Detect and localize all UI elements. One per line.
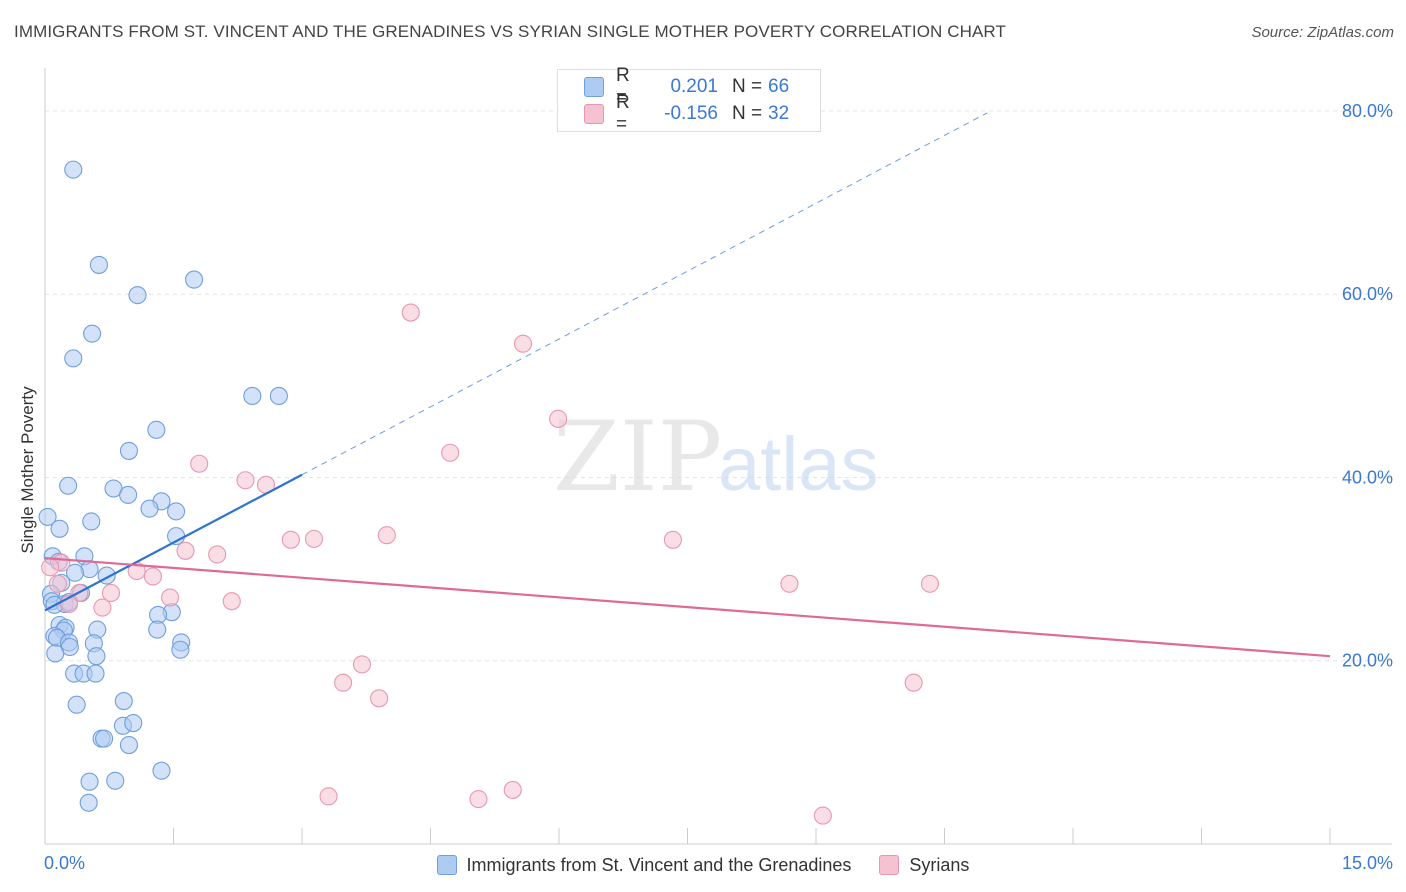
syrian-point	[370, 689, 389, 708]
x-tick-label: 15.0%	[1342, 853, 1393, 873]
legend-item-syrians: Syrians	[879, 855, 969, 876]
legend-row-syrians: R = -0.156 N = 32	[584, 92, 790, 135]
immigrant-point	[87, 647, 106, 666]
immigrant-point	[50, 519, 69, 538]
legend-label-immigrants: Immigrants from St. Vincent and the Gren…	[466, 854, 852, 875]
chart-title: IMMIGRANTS FROM ST. VINCENT AND THE GREN…	[14, 22, 1006, 41]
r-label: R =	[616, 92, 630, 135]
syrian-point	[41, 558, 60, 577]
immigrant-point	[64, 349, 83, 368]
series-legend: Immigrants from St. Vincent and the Gren…	[0, 852, 1406, 878]
immigrant-point	[64, 160, 83, 179]
watermark-zip: ZIP	[553, 401, 722, 513]
immigrant-point	[89, 255, 109, 274]
immigrant-point	[152, 761, 171, 780]
r-value: -0.156	[664, 103, 718, 124]
n-value: 66	[768, 76, 790, 97]
immigrant-point	[128, 286, 147, 305]
immigrant-point	[80, 772, 99, 791]
blue-swatch	[436, 855, 457, 875]
immigrant-point	[124, 714, 143, 733]
immigrant-point	[82, 512, 101, 531]
syrian-point	[208, 545, 227, 564]
immigrant-point	[95, 729, 114, 748]
x-tick-label: 0.0%	[44, 853, 85, 873]
syrian-point	[813, 806, 832, 825]
legend-item-immigrants: Immigrants from St. Vincent and the Gren…	[436, 854, 852, 876]
syrian-point	[441, 443, 460, 462]
n-label: N =	[732, 103, 763, 124]
source-credit: Source: ZipAtlas.com	[1251, 24, 1394, 41]
immigrants-trend-extension	[301, 112, 988, 476]
immigrant-point	[119, 441, 139, 460]
y-axis-label-container: Single Mother Poverty	[16, 290, 40, 650]
syrian-point	[48, 574, 67, 593]
y-axis-label: Single Mother Poverty	[18, 386, 37, 554]
pink-swatch	[879, 855, 900, 875]
immigrant-point	[185, 270, 204, 289]
y-tick-label: 20.0%	[1342, 651, 1393, 671]
y-tick-label: 40.0%	[1342, 467, 1393, 487]
syrian-point	[401, 303, 420, 322]
syrians-points	[41, 303, 939, 825]
syrian-point	[904, 673, 923, 692]
syrian-point	[503, 780, 522, 799]
r-label: R =	[616, 65, 630, 108]
syrian-point	[513, 334, 533, 353]
immigrant-point	[106, 771, 125, 790]
immigrant-point	[243, 386, 262, 405]
immigrant-point	[119, 485, 138, 504]
immigrant-point	[67, 695, 86, 714]
syrian-point	[780, 574, 799, 593]
immigrant-point	[79, 793, 98, 812]
immigrant-point	[147, 420, 166, 439]
syrian-point	[663, 530, 682, 549]
syrian-point	[920, 574, 939, 593]
syrian-point	[101, 583, 121, 602]
watermark-atlas: atlas	[718, 422, 879, 507]
syrian-point	[304, 529, 324, 548]
syrian-point	[93, 598, 112, 617]
syrian-point	[352, 655, 372, 674]
immigrant-point	[269, 386, 288, 405]
syrian-point	[549, 409, 568, 428]
legend-row-immigrants: R = 0.201 N = 66	[584, 65, 790, 108]
immigrant-point	[167, 502, 186, 521]
immigrant-point	[86, 664, 105, 683]
immigrant-point	[171, 640, 190, 659]
r-value: 0.201	[670, 76, 718, 97]
immigrant-point	[83, 324, 102, 343]
blue-swatch	[584, 77, 604, 97]
syrian-point	[281, 530, 300, 549]
pink-swatch	[584, 104, 604, 124]
syrian-point	[143, 567, 162, 586]
y-tick-label: 80.0%	[1342, 101, 1393, 121]
n-label: N =	[732, 76, 763, 97]
syrian-point	[319, 787, 338, 806]
syrian-point	[334, 673, 353, 692]
syrian-point	[176, 541, 195, 560]
immigrant-point	[119, 735, 139, 755]
immigrants-trend-line	[44, 473, 303, 612]
immigrant-point	[140, 499, 159, 518]
immigrant-point	[38, 507, 57, 526]
syrian-point	[377, 526, 396, 545]
y-tick-label: 60.0%	[1342, 284, 1393, 304]
immigrant-point	[46, 644, 65, 663]
immigrant-point	[148, 620, 167, 639]
legend-label-syrians: Syrians	[909, 854, 970, 875]
syrian-point	[236, 471, 255, 490]
syrian-point	[161, 588, 180, 607]
immigrant-point	[59, 476, 78, 495]
syrians-trend-line	[44, 557, 1331, 658]
syrian-point	[469, 790, 488, 809]
correlation-legend: R = 0.201 N = 66 R = -0.156 N = 32	[557, 65, 821, 135]
immigrant-point	[114, 692, 133, 711]
syrian-point	[222, 592, 241, 611]
n-value: 32	[768, 103, 790, 124]
syrian-point	[190, 454, 209, 473]
immigrant-point	[65, 563, 85, 582]
